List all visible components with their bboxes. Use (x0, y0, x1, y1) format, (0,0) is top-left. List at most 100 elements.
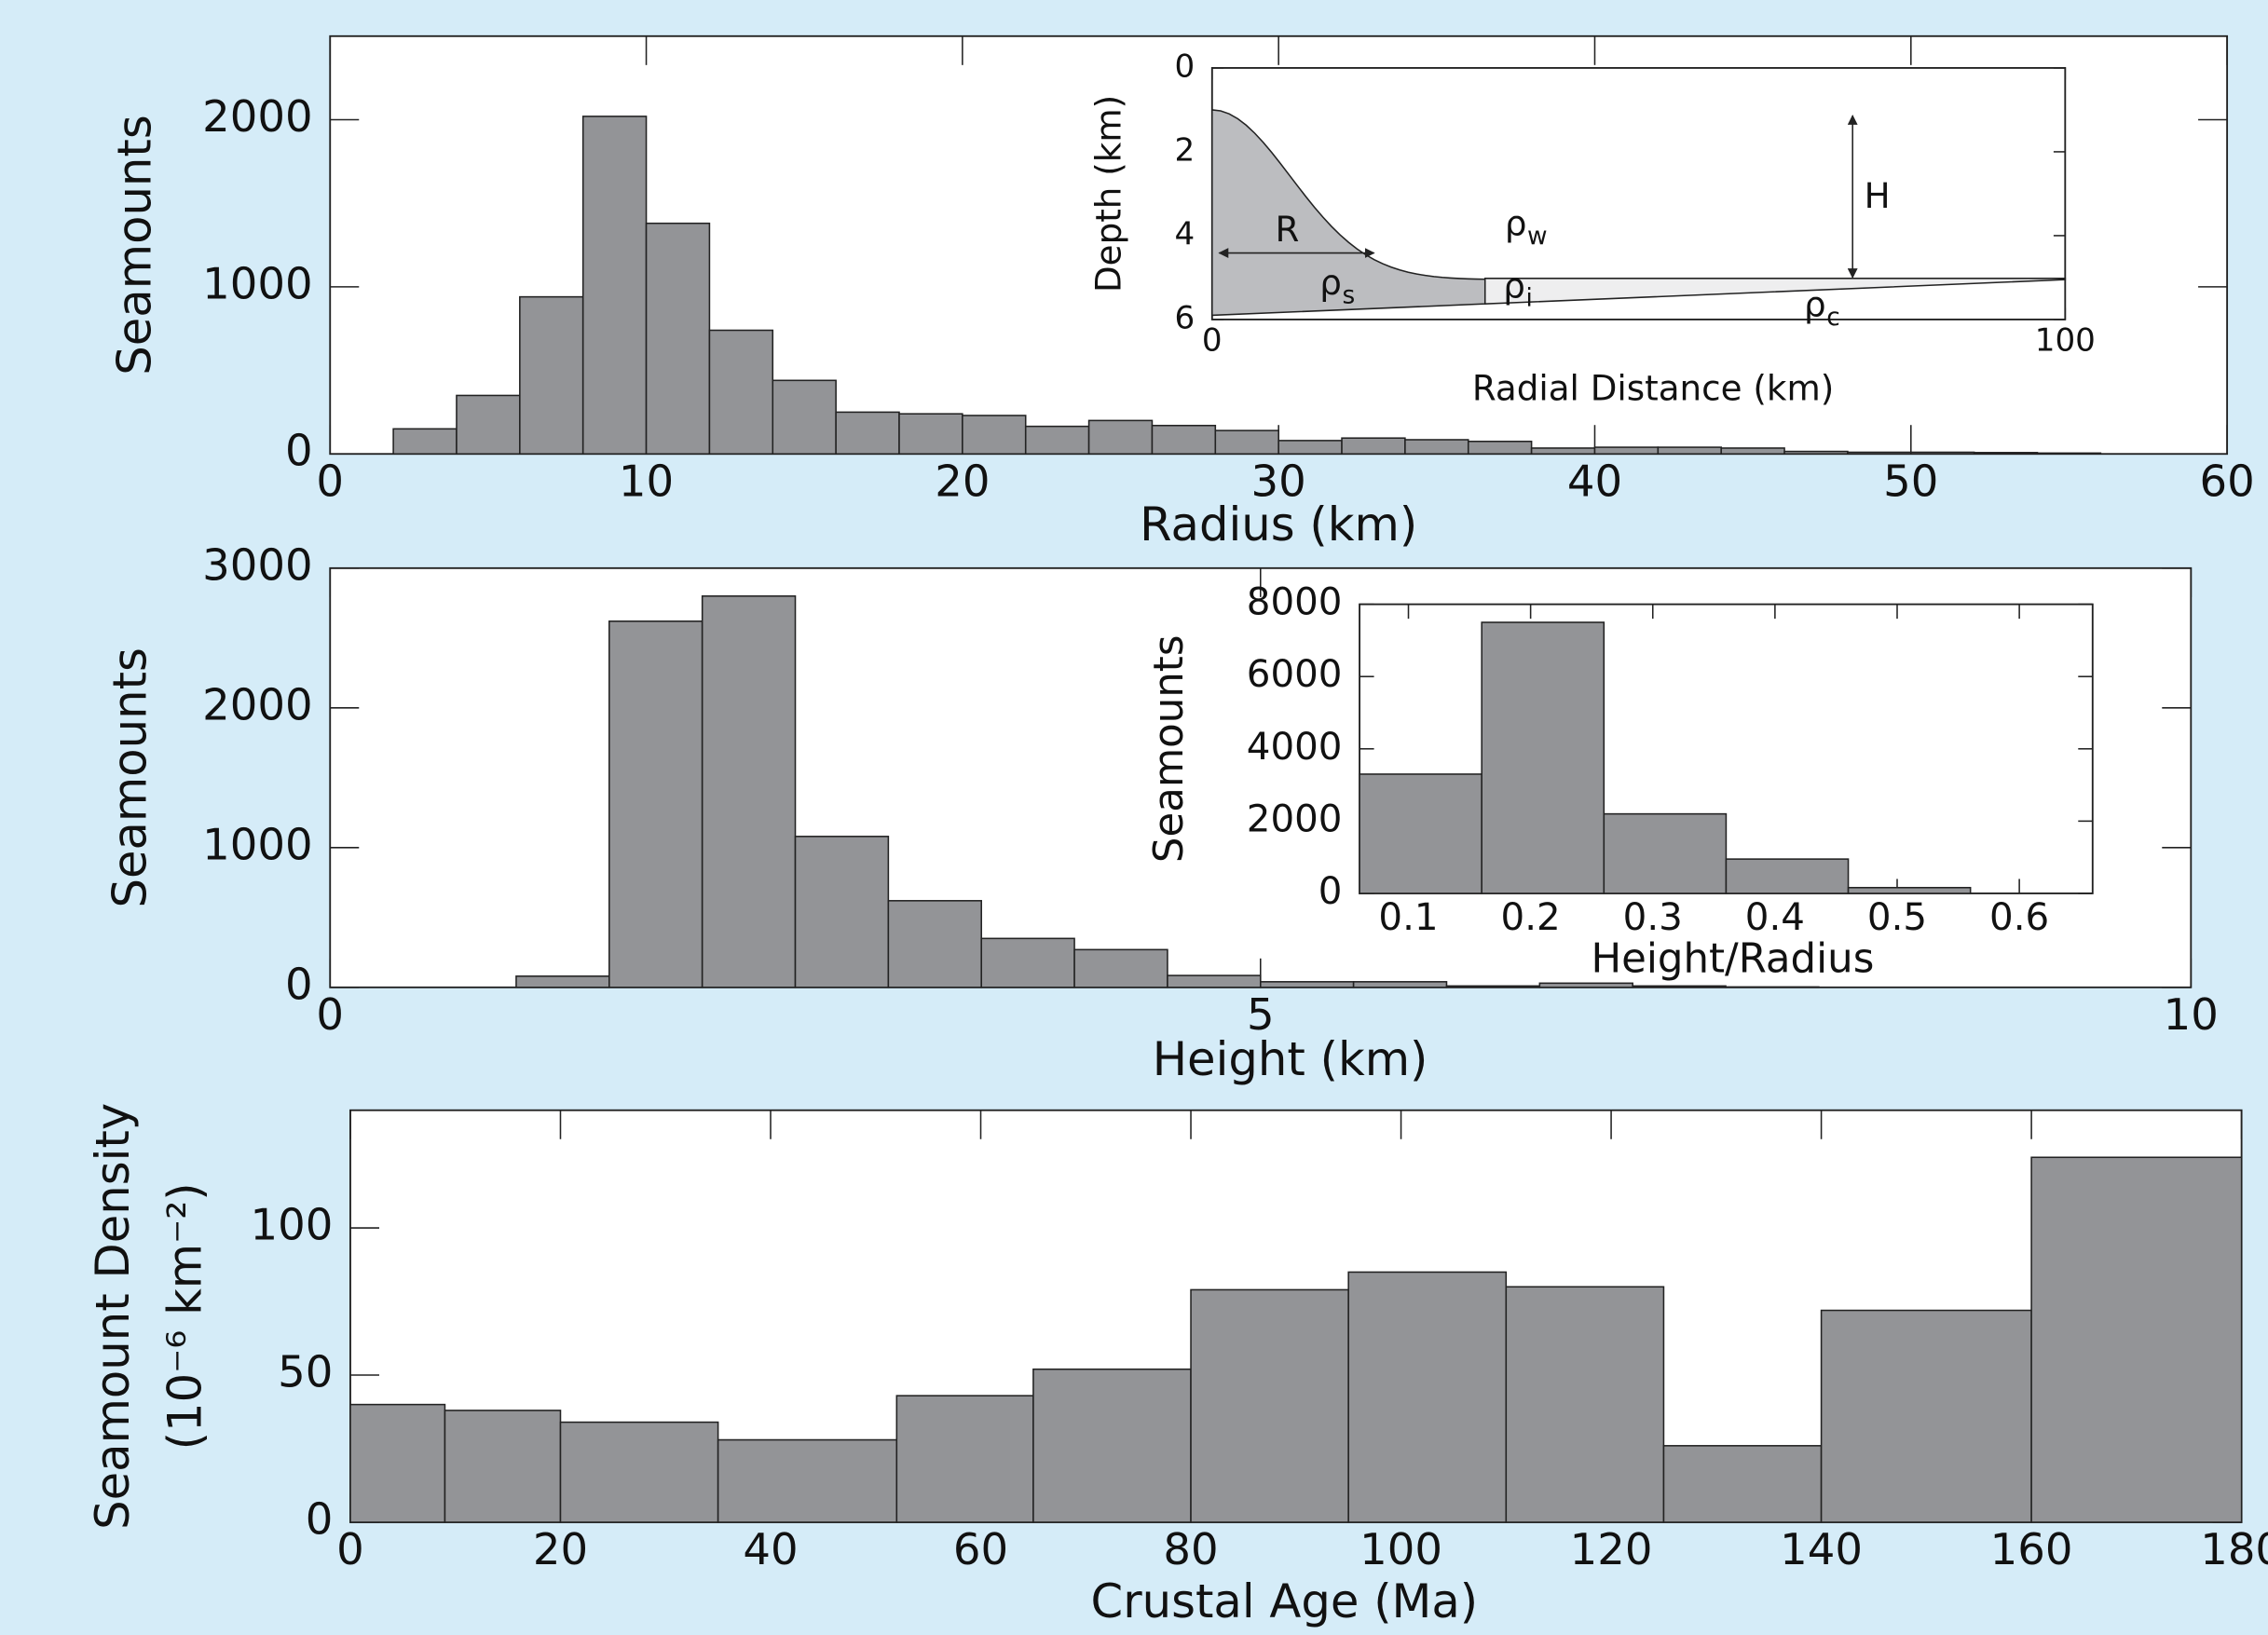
bar (717, 1438, 898, 1523)
bar (1538, 982, 1633, 988)
y-tick-label: 2000 (1247, 797, 1343, 840)
x-tick-label: 140 (1780, 1524, 1863, 1574)
bar (1341, 437, 1406, 456)
bar (1073, 948, 1168, 988)
bar (559, 1421, 719, 1523)
bar (772, 379, 837, 456)
bar (898, 413, 963, 456)
y-axis-label: (10⁻⁶ km⁻²) (158, 1182, 212, 1450)
bar (835, 411, 900, 456)
y-axis-label: Seamounts (107, 115, 161, 375)
x-tick-label: 40 (743, 1524, 798, 1574)
bar (1024, 425, 1090, 456)
x-tick-label: 0 (1202, 321, 1223, 359)
x-tick-label: 5 (1247, 989, 1275, 1040)
bar (1973, 452, 2039, 456)
x-tick-label: 50 (1883, 456, 1938, 506)
x-tick-label: 120 (1570, 1524, 1653, 1574)
bar (645, 222, 711, 456)
bar (1820, 1309, 2032, 1523)
y-tick-label: 50 (278, 1347, 333, 1397)
diagram-label: ρ (1804, 283, 1826, 324)
bar (1352, 981, 1448, 988)
bar (349, 1403, 446, 1523)
bar (1445, 985, 1541, 988)
y-tick-label: 1000 (202, 258, 312, 308)
x-tick-label: 0 (336, 1524, 364, 1574)
x-tick-label: 40 (1567, 456, 1622, 506)
y-axis-label: Depth (km) (1088, 95, 1129, 293)
bar (1632, 985, 1727, 988)
x-axis-label: Crustal Age (Ma) (1091, 1574, 1479, 1628)
y-tick-label: 0 (1174, 48, 1195, 85)
x-tick-label: 60 (2199, 456, 2254, 506)
diagram-label: R (1276, 209, 1300, 250)
bar (1603, 812, 1728, 894)
bar (1481, 621, 1605, 894)
bar (701, 595, 797, 988)
y-tick-label: 100 (251, 1200, 334, 1250)
y-tick-label: 3000 (202, 539, 312, 590)
bar (1151, 424, 1217, 456)
y-tick-label: 6000 (1247, 652, 1343, 696)
y-axis-label: Seamounts (1146, 635, 1193, 864)
bar (1725, 858, 1850, 894)
x-axis-label: Height/Radius (1591, 935, 1874, 982)
bar (1277, 440, 1343, 456)
y-tick-label: 0 (1318, 869, 1343, 913)
y-tick-label: 8000 (1247, 580, 1343, 624)
y-tick-label: 0 (306, 1493, 334, 1544)
diagram-label-sub: c (1826, 304, 1840, 332)
bar (962, 415, 1027, 456)
bar (444, 1410, 562, 1523)
bar (1505, 1286, 1665, 1523)
x-tick-label: 0 (316, 456, 344, 506)
y-tick-label: 2000 (202, 679, 312, 729)
y-tick-label: 4 (1174, 215, 1195, 252)
diagram-label: ρ (1503, 265, 1525, 306)
bar (708, 329, 774, 456)
bar (1347, 1271, 1508, 1523)
x-tick-label: 10 (2164, 989, 2219, 1040)
y-axis-label: Seamounts (103, 647, 157, 907)
bar (1910, 451, 1975, 456)
x-axis-label: Height (km) (1153, 1032, 1428, 1086)
x-tick-label: 0.1 (1378, 895, 1438, 939)
x-tick-label: 100 (2035, 321, 2096, 359)
x-tick-label: 0.6 (1989, 895, 2049, 939)
y-tick-label: 0 (285, 426, 313, 476)
bar (1190, 1288, 1349, 1523)
x-tick-label: 100 (1359, 1524, 1442, 1574)
x-tick-label: 160 (1990, 1524, 2073, 1574)
bar (1404, 439, 1469, 456)
bar (1847, 886, 1972, 894)
bar (887, 900, 982, 988)
infill-layer (1483, 278, 2067, 305)
bar (392, 428, 458, 456)
bar (2036, 452, 2102, 456)
x-axis-label: Radial Distance (km) (1472, 367, 1834, 408)
bar (1467, 441, 1533, 456)
bar (608, 620, 704, 988)
bar (1657, 446, 1722, 456)
bar (1032, 1368, 1192, 1523)
bar (1260, 981, 1355, 988)
bar (456, 394, 521, 456)
bar (1087, 419, 1154, 456)
bar (895, 1395, 1034, 1523)
bar (1783, 450, 1849, 456)
x-tick-label: 20 (935, 456, 990, 506)
bar (581, 116, 648, 456)
bar (1214, 429, 1279, 456)
x-tick-label: 180 (2200, 1524, 2268, 1574)
bar (1167, 974, 1262, 988)
diagram-label-sub: s (1342, 282, 1355, 310)
x-tick-label: 0.3 (1623, 895, 1683, 939)
x-tick-label: 0.2 (1501, 895, 1561, 939)
y-tick-label: 2000 (202, 91, 312, 142)
y-tick-label: 4000 (1247, 725, 1343, 769)
x-tick-label: 0.5 (1867, 895, 1927, 939)
bar (515, 975, 610, 988)
